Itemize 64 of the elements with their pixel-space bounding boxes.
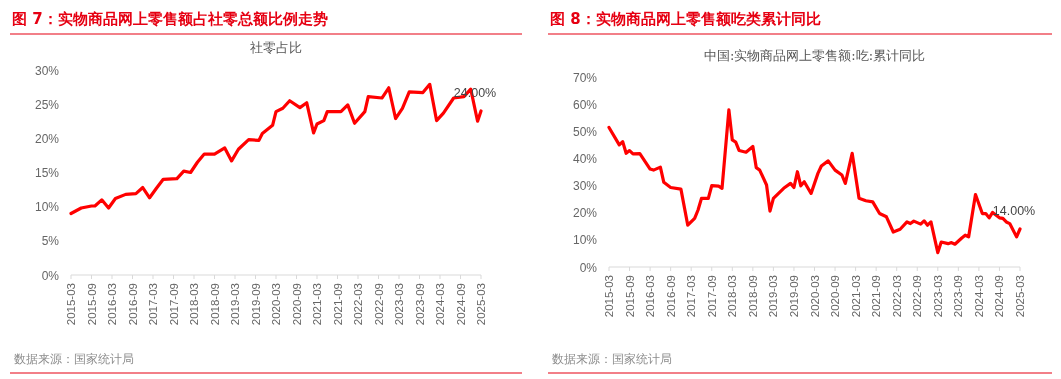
x-tick-label: 2015-03	[603, 275, 615, 318]
x-tick-label: 2015-09	[85, 283, 98, 326]
y-tick-label: 0%	[41, 268, 60, 283]
x-tick-label: 2017-03	[685, 275, 698, 318]
x-tick-label: 2019-03	[767, 275, 780, 318]
y-tick-label: 25%	[34, 97, 60, 112]
y-tick-label: 20%	[572, 206, 598, 221]
x-tick-label: 2025-03	[475, 283, 487, 326]
x-tick-label: 2016-03	[644, 275, 657, 318]
x-tick-label: 2016-09	[664, 275, 677, 318]
y-tick-label: 70%	[572, 70, 598, 85]
chart-subtitle: 社零占比	[250, 40, 302, 55]
x-tick-label: 2023-09	[952, 275, 965, 318]
y-tick-label: 50%	[572, 124, 598, 139]
x-tick-label: 2018-03	[188, 283, 200, 326]
y-tick-label: 40%	[572, 151, 598, 166]
y-tick-label: 15%	[34, 166, 60, 180]
x-tick-label: 2023-03	[931, 275, 944, 318]
x-tick-label: 2024-03	[972, 275, 985, 318]
x-tick-label: 2022-09	[372, 283, 385, 326]
x-tick-label: 2020-03	[808, 275, 821, 318]
annotation: 14.00%	[992, 204, 1036, 218]
chart-title: 图 7：实物商品网上零售额占社零总额比例走势	[12, 10, 328, 28]
y-tick-label: 0%	[579, 260, 598, 275]
x-tick-label: 2024-03	[434, 283, 446, 326]
x-tick-label: 2020-03	[270, 283, 282, 326]
x-tick-label: 2016-09	[126, 283, 139, 326]
source-note: 数据来源：国家统计局	[552, 352, 672, 366]
x-tick-label: 2020-09	[290, 283, 303, 326]
x-tick-label: 2022-09	[911, 275, 924, 318]
x-tick-label: 2015-03	[65, 283, 77, 326]
y-tick-label: 5%	[41, 234, 60, 249]
x-tick-label: 2017-09	[705, 275, 718, 318]
x-tick-label: 2018-09	[746, 275, 759, 318]
y-tick-label: 60%	[572, 97, 598, 112]
x-tick-label: 2015-09	[623, 275, 636, 318]
x-tick-label: 2021-03	[849, 275, 862, 318]
x-tick-label: 2024-09	[454, 283, 467, 326]
x-tick-label: 2025-03	[1014, 275, 1026, 318]
x-tick-label: 2017-09	[167, 283, 180, 326]
x-tick-label: 2021-09	[870, 275, 883, 318]
x-tick-label: 2019-09	[787, 275, 800, 318]
x-tick-label: 2023-09	[413, 283, 426, 326]
y-tick-label: 10%	[572, 233, 598, 248]
x-tick-label: 2019-03	[229, 283, 241, 326]
x-tick-label: 2018-03	[726, 275, 739, 318]
chart-subtitle: 中国:实物商品网上零售额:吃:累计同比	[703, 48, 926, 63]
x-tick-label: 2019-09	[249, 283, 262, 326]
y-tick-label: 10%	[34, 200, 60, 215]
x-tick-label: 2023-03	[393, 283, 405, 326]
x-tick-label: 2021-09	[331, 283, 344, 326]
y-tick-label: 20%	[34, 131, 60, 146]
x-tick-label: 2020-09	[829, 275, 842, 318]
y-tick-label: 30%	[34, 63, 60, 78]
x-tick-label: 2017-03	[147, 283, 159, 326]
source-note: 数据来源：国家统计局	[14, 352, 134, 366]
x-tick-label: 2022-03	[890, 275, 903, 318]
chart-title: 图 8：实物商品网上零售额吃类累计同比	[550, 10, 821, 28]
y-tick-label: 30%	[572, 179, 598, 194]
x-tick-label: 2016-03	[106, 283, 118, 326]
x-tick-label: 2021-03	[311, 283, 323, 326]
x-tick-label: 2022-03	[352, 283, 364, 326]
x-tick-label: 2024-09	[993, 275, 1006, 318]
x-tick-label: 2018-09	[208, 283, 221, 326]
